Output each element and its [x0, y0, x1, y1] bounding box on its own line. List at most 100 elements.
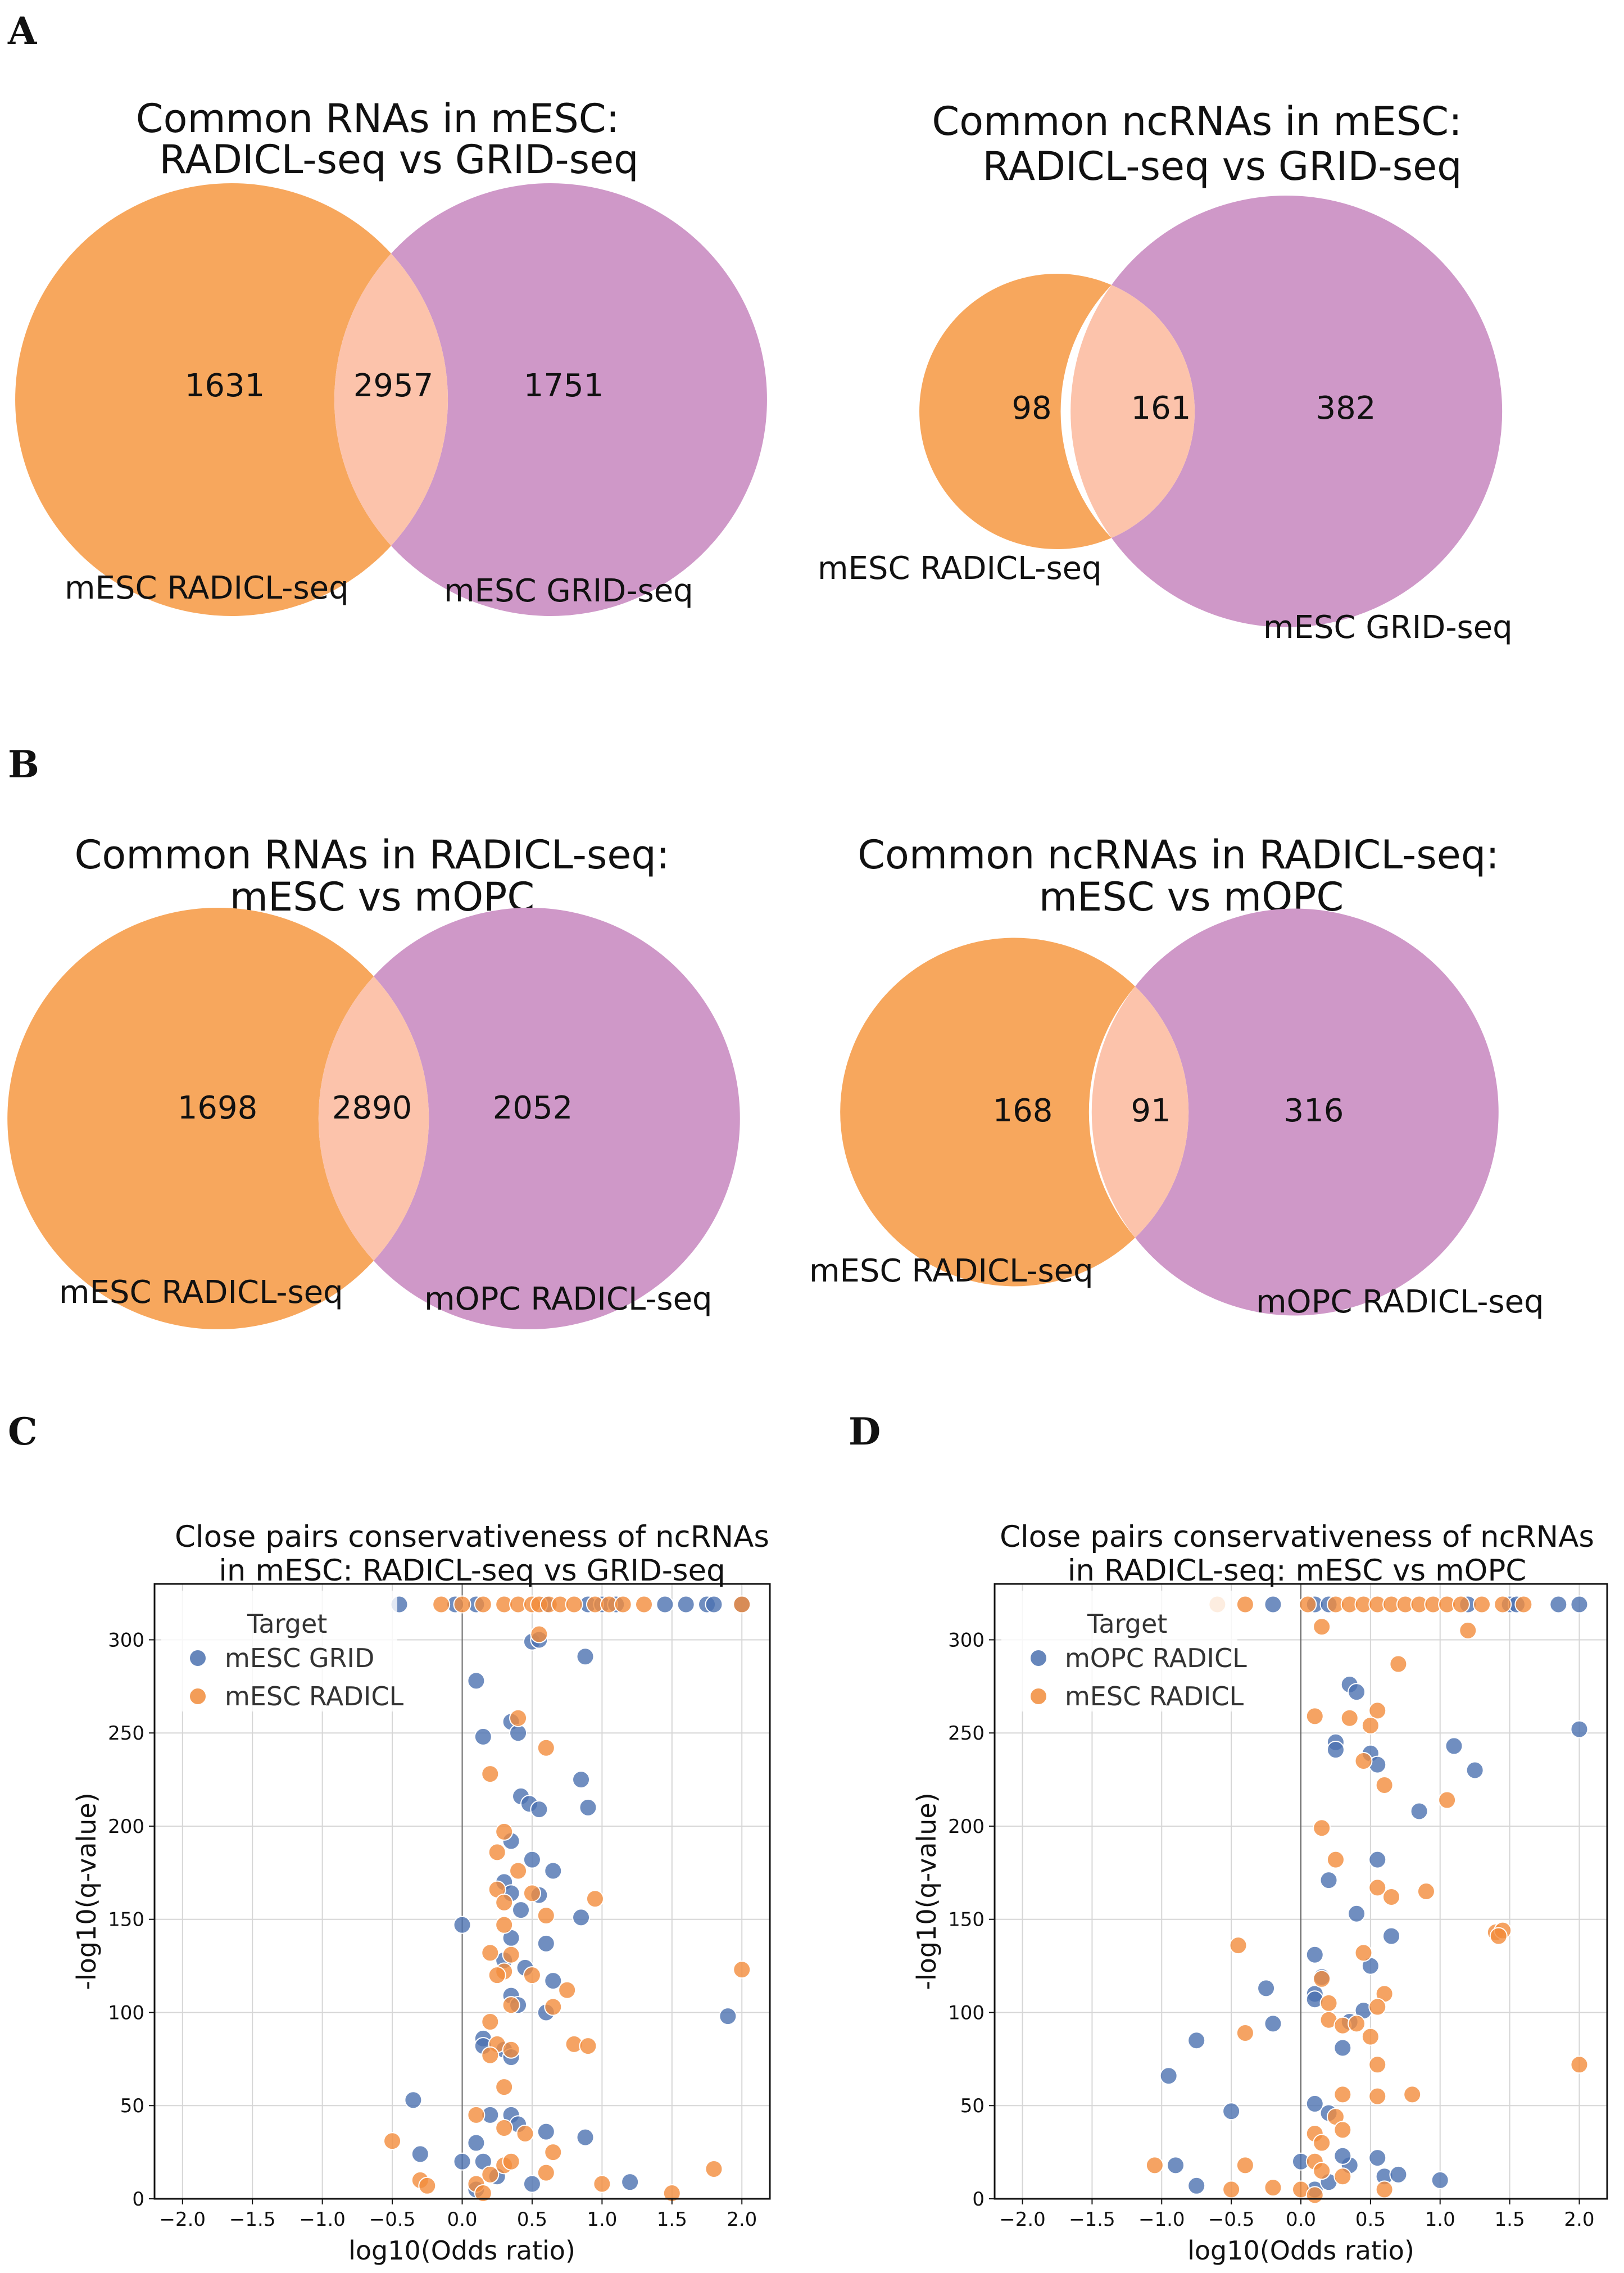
scatter-d-point-1-45 [1368, 2055, 1387, 2074]
scatter-c-legend-grid: mESC GRID [225, 1643, 374, 1673]
scatter-d-point-1-57 [1145, 2156, 1164, 2175]
scatter-d-point-0-11 [1326, 1741, 1345, 1759]
scatter-d-point-0-47 [1570, 1720, 1589, 1738]
scatter-d-point-1-37 [1319, 1994, 1338, 2012]
scatter-d-point-0-9 [1348, 1683, 1366, 1701]
scatter-d-xtick-label-1: −1.5 [1069, 2208, 1115, 2231]
scatter-d-point-1-29 [1368, 1878, 1387, 1897]
scatter-c-point-0-37 [544, 1972, 562, 1990]
scatter-d-plot: −2.0 −1.5 −1.0 −0.5 0.0 0.5 1.0 1.5 2.0 0 50 100 150… [948, 1583, 1608, 2231]
scatter-d-point-1-46 [1570, 2055, 1589, 2074]
scatter-d-legend-mesc: mESC RADICL [1065, 1681, 1244, 1711]
scatter-d-point-0-29 [1264, 2014, 1282, 2033]
scatter-c-point-1-1 [453, 1595, 471, 1614]
scatter-c-point-1-23 [523, 1884, 541, 1903]
venn-a1-only-b: 1751 [524, 368, 604, 404]
scatter-c-point-1-39 [502, 2040, 520, 2059]
scatter-d-point-1-12 [1451, 1595, 1470, 1614]
scatter-d-xtick-label-7: 1.5 [1495, 2208, 1525, 2231]
venn-a1-both: 2957 [353, 368, 434, 404]
scatter-d-xlabel: log10(Odds ratio) [1187, 2235, 1414, 2266]
scatter-c-point-0-50 [467, 2134, 486, 2152]
scatter-d-point-1-19 [1305, 1707, 1324, 1726]
scatter-c-xtick-label-0: −2.0 [159, 2208, 206, 2231]
scatter-d-point-0-30 [1333, 2039, 1352, 2057]
venn-a1-only-a: 1631 [185, 368, 265, 404]
venn-a2-set-a [919, 273, 1112, 549]
scatter-c-point-1-16 [509, 1709, 528, 1727]
venn-b1-both: 2890 [332, 1090, 412, 1126]
scatter-c-legend-marker-radicl [189, 1687, 207, 1705]
scatter-d-point-0-18 [1319, 1871, 1338, 1890]
venn-b1-only-a: 1698 [178, 1090, 258, 1126]
scatter-d-xtick-label-5: 0.5 [1355, 2208, 1386, 2231]
venn-a2: Common ncRNAs in mESC: RADICL-seq vs GRI… [818, 98, 1513, 646]
scatter-d-point-1-27 [1326, 1850, 1345, 1869]
scatter-d-point-1-33 [1489, 1927, 1508, 1945]
scatter-d-point-1-16 [1313, 1618, 1331, 1636]
scatter-d-ytick-label-4: 200 [948, 1815, 985, 1838]
scatter-d-point-1-28 [1382, 1887, 1401, 1906]
scatter-d-point-1-13 [1473, 1595, 1491, 1614]
scatter-c-point-1-58 [705, 2159, 723, 2178]
scatter-c-point-1-53 [481, 2165, 500, 2184]
venn-b2-both: 91 [1131, 1093, 1171, 1129]
venn-a2-both: 161 [1131, 390, 1191, 427]
scatter-c-ytick-label-2: 100 [108, 2002, 144, 2024]
scatter-c-point-0-23 [579, 1798, 597, 1817]
panel-letter-d: D [849, 1410, 881, 1454]
scatter-d-xtick-label-6: 1.0 [1425, 2208, 1455, 2231]
scatter-c-legend: Target mESC GRID mESC RADICL [189, 1609, 403, 1711]
scatter-c-point-0-25 [523, 1850, 541, 1869]
scatter-c-point-1-37 [481, 2013, 500, 2031]
scatter-c-point-0-34 [537, 1934, 555, 1953]
scatter-c-point-0-56 [621, 2173, 639, 2192]
venn-b2-set-a [840, 938, 1135, 1287]
venn-b1-set-b [374, 907, 740, 1329]
venn-b1-title-1: Common RNAs in RADICL-seq: [75, 832, 670, 878]
scatter-c-point-0-46 [404, 2091, 423, 2109]
scatter-d-xtick-label-3: −0.5 [1208, 2208, 1255, 2231]
scatter-c-point-1-14 [733, 1595, 751, 1614]
scatter-d: Close pairs conservativeness of ncRNAs i… [911, 1520, 1608, 2266]
scatter-c-point-0-51 [453, 2152, 471, 2171]
scatter-d-legend: Target mOPC RADICL mESC RADICL [1029, 1609, 1247, 1711]
scatter-c-point-0-32 [453, 1916, 471, 1934]
scatter-c-xlabel: log10(Odds ratio) [348, 2235, 575, 2266]
scatter-c-xtick-label-8: 2.0 [727, 2208, 757, 2231]
scatter-d-point-1-56 [1333, 2167, 1352, 2186]
venn-b2-only-a: 168 [993, 1093, 1053, 1129]
scatter-c-point-1-9 [565, 1595, 583, 1614]
scatter-c-point-0-7 [656, 1595, 674, 1614]
scatter-d-point-0-46 [1389, 2165, 1408, 2184]
scatter-c-legend-title: Target [247, 1609, 327, 1639]
scatter-c-point-1-45 [495, 2119, 514, 2138]
venn-b2-overlap [1091, 986, 1189, 1238]
scatter-d-point-0-38 [1368, 2149, 1387, 2167]
scatter-d-legend-title: Target [1087, 1609, 1167, 1639]
scatter-c-point-1-34 [502, 1996, 520, 2014]
scatter-d-ylabel: -log10(q-value) [911, 1792, 942, 1990]
scatter-c-point-1-15 [530, 1625, 548, 1643]
scatter-c-title-1: Close pairs conservativeness of ncRNAs [175, 1520, 769, 1554]
scatter-d-point-0-31 [1187, 2031, 1206, 2050]
scatter-c-point-1-35 [544, 1998, 562, 2016]
scatter-c-point-1-33 [558, 1981, 577, 1999]
scatter-c-point-0-19 [572, 1771, 591, 1789]
scatter-c-point-1-24 [586, 1890, 604, 1908]
scatter-d-point-1-43 [1348, 2014, 1366, 2033]
scatter-d-point-1-49 [1403, 2085, 1422, 2104]
scatter-c-point-0-54 [576, 2128, 595, 2147]
scatter-d-point-1-63 [1264, 2179, 1282, 2197]
scatter-c-ytick-label-5: 250 [108, 1722, 144, 1745]
scatter-c-xtick-label-1: −1.5 [229, 2208, 276, 2231]
scatter-c-ytick-label-4: 200 [108, 1815, 144, 1838]
scatter-d-legend-mesc [1029, 1687, 1047, 1705]
scatter-d-point-0-15 [1466, 1761, 1484, 1780]
scatter-c-point-1-42 [481, 2046, 500, 2064]
scatter-c-legend-marker-grid [189, 1649, 207, 1667]
venn-a1-overlap [334, 253, 448, 546]
venn-b1: Common RNAs in RADICL-seq: mESC vs mOPC … [7, 832, 740, 1329]
scatter-d-point-0-6 [1549, 1595, 1568, 1614]
scatter-c-ylabel: -log10(q-value) [71, 1792, 102, 1990]
